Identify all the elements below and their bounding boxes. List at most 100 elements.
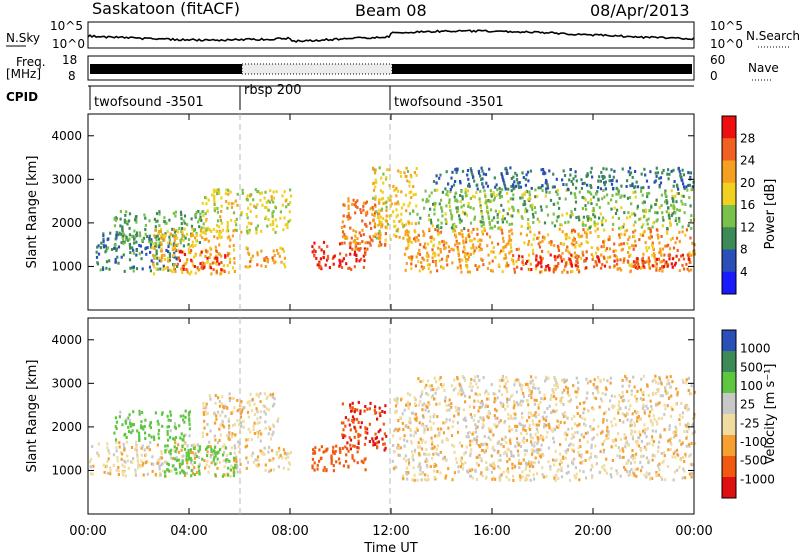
heatmap-cell-1-7	[611, 404, 614, 408]
heatmap-cell-1-8	[464, 379, 467, 383]
heatmap-cell-0-6	[354, 245, 357, 249]
heatmap-cell-1-1	[179, 436, 182, 440]
heatmap-cell-0-9	[656, 233, 659, 237]
heatmap-cell-0-10	[491, 218, 494, 222]
heatmap-cell-0-9	[413, 237, 416, 241]
heatmap-cell-0-10	[557, 214, 561, 218]
heatmap-cell-1-7	[641, 465, 644, 469]
heatmap-cell-1-7	[413, 448, 417, 452]
heatmap-cell-1-7	[457, 407, 460, 411]
heatmap-cell-1-7	[684, 454, 687, 458]
heatmap-cell-1-0	[116, 456, 119, 460]
heatmap-cell-0-2	[188, 272, 191, 276]
heatmap-cell-0-2	[222, 268, 225, 272]
heatmap-cell-1-7	[532, 473, 535, 477]
heatmap-cell-0-12	[655, 262, 658, 266]
heatmap-cell-1-6	[377, 440, 380, 444]
heatmap-cell-0-8	[378, 198, 381, 202]
heatmap-cell-0-9	[479, 242, 482, 246]
heatmap-cell-1-1	[138, 436, 141, 439]
heatmap-cell-0-9	[629, 264, 632, 268]
heatmap-cell-1-7	[438, 434, 441, 437]
heatmap-cell-1-7	[578, 478, 581, 482]
heatmap-cell-0-11	[525, 173, 528, 177]
heatmap-cell-1-2	[221, 474, 225, 478]
heatmap-cell-1-6	[346, 447, 349, 451]
heatmap-cell-1-7	[527, 462, 530, 466]
heatmap-cell-1-6	[347, 418, 350, 422]
heatmap-cell-1-6	[357, 442, 360, 445]
heatmap-cell-0-10	[634, 195, 637, 199]
heatmap-cell-1-7	[409, 428, 412, 431]
cpid-label: CPID	[6, 90, 38, 104]
heatmap-cell-0-6	[363, 247, 366, 251]
colorbar-tick-label: 20	[740, 176, 755, 190]
heatmap-cell-0-9	[606, 256, 610, 260]
heatmap-cell-1-0	[235, 466, 239, 470]
heatmap-cell-0-10	[565, 212, 569, 216]
heatmap-cell-0-4	[275, 224, 278, 228]
heatmap-cell-1-7	[650, 405, 653, 408]
heatmap-cell-1-6	[359, 412, 362, 416]
heatmap-cell-0-11	[575, 186, 578, 190]
heatmap-cell-0-4	[269, 223, 272, 227]
heatmap-cell-1-1	[188, 417, 191, 421]
heatmap-cell-0-11	[435, 181, 438, 185]
heatmap-cell-0-0	[128, 243, 132, 247]
heatmap-cell-1-7	[467, 435, 470, 439]
heatmap-cell-0-1	[124, 213, 127, 217]
heatmap-cell-0-9	[543, 236, 546, 239]
nsearch-label: N.Search	[746, 29, 800, 43]
heatmap-cell-0-10	[551, 221, 554, 225]
heatmap-cell-0-4	[207, 228, 210, 231]
heatmap-cell-0-11	[620, 184, 623, 188]
heatmap-cell-0-9	[541, 256, 544, 260]
heatmap-cell-1-3	[263, 410, 266, 414]
heatmap-cell-0-7	[349, 241, 352, 245]
heatmap-cell-0-10	[546, 213, 550, 217]
heatmap-cell-1-7	[643, 411, 646, 415]
freq-tick-top: 18	[62, 53, 77, 67]
heatmap-cell-0-2	[170, 233, 173, 236]
heatmap-cell-1-8	[628, 380, 631, 384]
heatmap-cell-0-3	[184, 262, 187, 266]
heatmap-cell-1-8	[519, 383, 522, 387]
heatmap-cell-0-4	[274, 218, 277, 222]
heatmap-cell-0-10	[595, 203, 598, 207]
heatmap-cell-0-1	[179, 210, 183, 214]
heatmap-cell-1-8	[654, 392, 657, 395]
heatmap-cell-0-4	[227, 192, 230, 196]
heatmap-cell-0-10	[436, 224, 439, 228]
heatmap-cell-0-5	[265, 256, 268, 260]
heatmap-cell-0-11	[527, 179, 530, 183]
heatmap-cell-1-7	[611, 459, 614, 462]
heatmap-cell-0-9	[462, 239, 465, 243]
heatmap-cell-0-10	[640, 189, 643, 193]
heatmap-cell-0-10	[449, 190, 452, 194]
heatmap-cell-1-6	[373, 408, 376, 412]
heatmap-cell-1-5	[325, 448, 328, 452]
heatmap-cell-0-9	[534, 267, 538, 271]
heatmap-cell-0-7	[352, 198, 355, 202]
heatmap-cell-1-7	[639, 455, 643, 458]
heatmap-cell-0-11	[439, 173, 442, 177]
heatmap-cell-0-11	[501, 176, 504, 180]
heatmap-cell-0-4	[236, 192, 239, 196]
heatmap-cell-0-0	[99, 268, 102, 272]
heatmap-cell-0-9	[659, 260, 662, 264]
heatmap-cell-1-1	[148, 424, 151, 428]
heatmap-cell-0-9	[632, 230, 635, 234]
heatmap-cell-0-3	[215, 270, 218, 274]
heatmap-cell-1-7	[578, 453, 581, 457]
heatmap-cell-0-1	[121, 225, 124, 229]
heatmap-cell-1-7	[613, 404, 616, 408]
heatmap-cell-0-9	[410, 258, 413, 262]
heatmap-cell-0-4	[240, 211, 243, 215]
heatmap-cell-1-7	[473, 437, 476, 441]
heatmap-cell-0-1	[113, 224, 117, 228]
heatmap-cell-0-10	[495, 193, 498, 197]
heatmap-cell-0-6	[318, 262, 321, 266]
heatmap-cell-1-7	[499, 474, 502, 478]
heatmap-cell-1-8	[693, 390, 696, 394]
heatmap-cell-1-8	[501, 374, 505, 378]
